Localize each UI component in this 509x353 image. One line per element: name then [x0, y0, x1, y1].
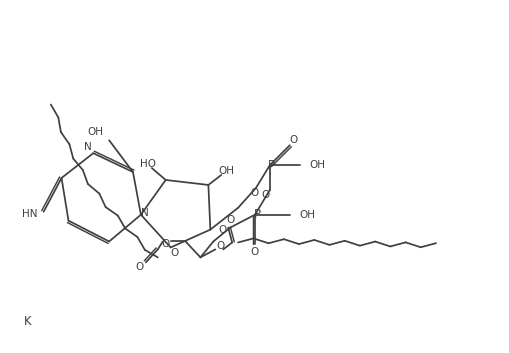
- Text: O: O: [225, 215, 234, 225]
- Text: O: O: [249, 188, 258, 198]
- Text: O: O: [170, 249, 179, 258]
- Text: OH: OH: [299, 210, 315, 220]
- Text: P: P: [253, 208, 260, 221]
- Text: P: P: [268, 158, 275, 172]
- Text: OH: OH: [218, 166, 234, 176]
- Text: N: N: [84, 142, 92, 152]
- Text: O: O: [135, 262, 144, 272]
- Text: OH: OH: [87, 127, 103, 137]
- Text: O: O: [250, 247, 259, 257]
- Text: O: O: [218, 225, 226, 235]
- Text: OH: OH: [309, 160, 325, 170]
- Text: O: O: [161, 239, 169, 250]
- Text: O: O: [216, 241, 224, 251]
- Text: K: K: [24, 315, 32, 328]
- Text: HN: HN: [22, 209, 38, 219]
- Text: O: O: [289, 135, 297, 145]
- Text: N: N: [140, 208, 149, 218]
- Text: O: O: [261, 190, 269, 200]
- Text: HO: HO: [139, 159, 156, 169]
